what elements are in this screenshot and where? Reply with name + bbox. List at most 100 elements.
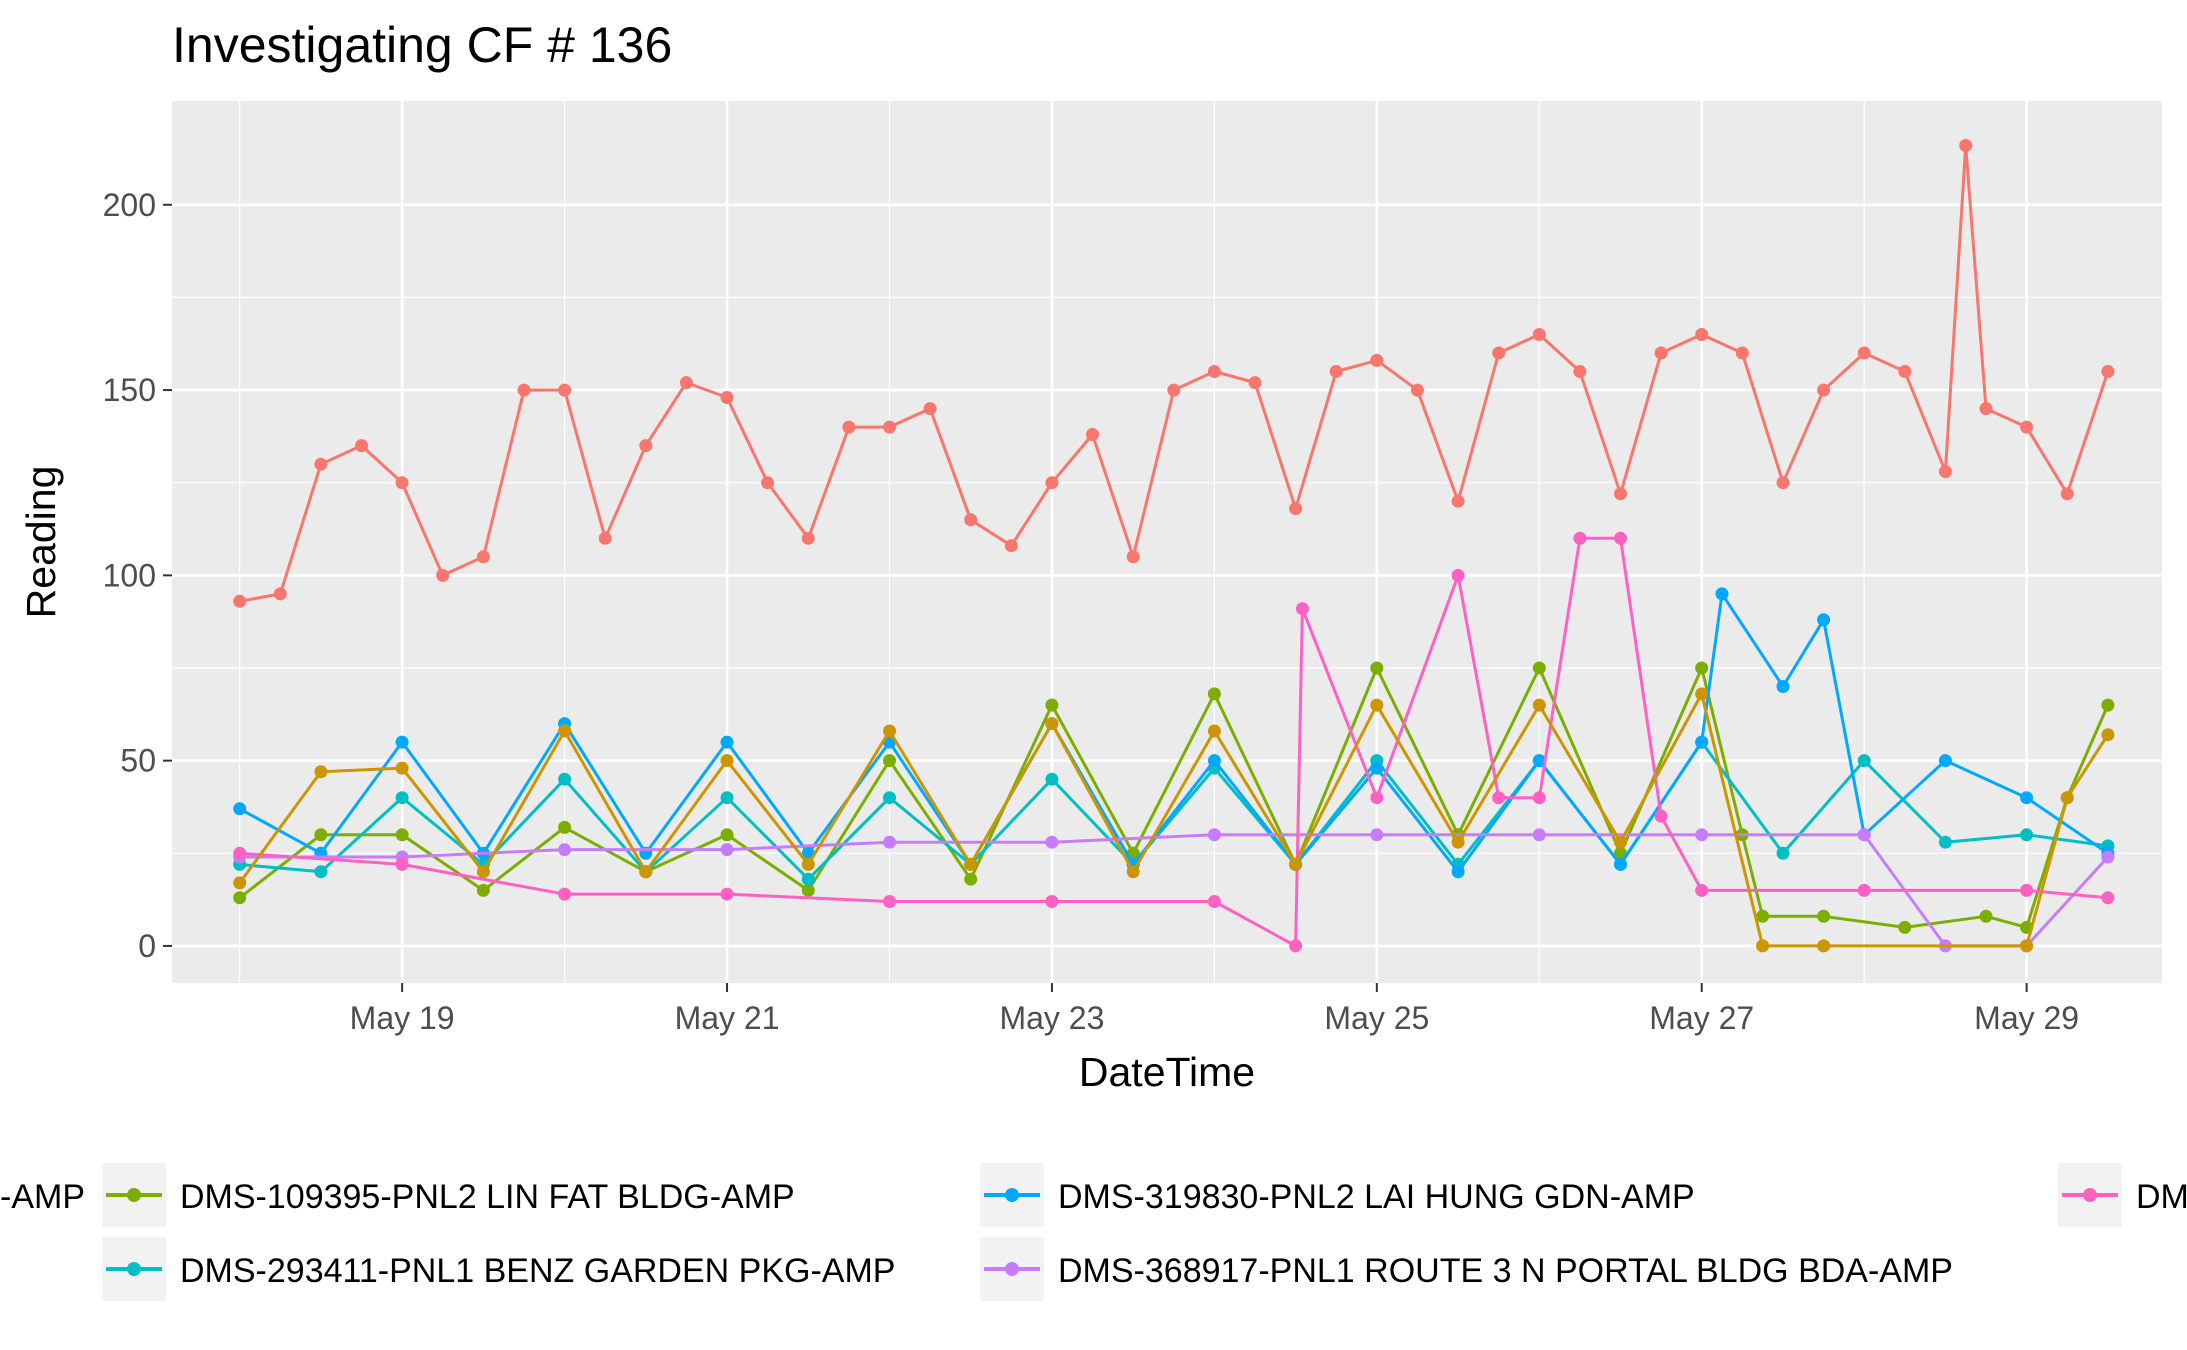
legend-label-0: -AMP <box>0 1178 85 1216</box>
series-point <box>639 439 653 453</box>
series-point <box>1776 846 1790 860</box>
series-point <box>1126 550 1140 564</box>
series-point <box>233 802 247 816</box>
legend-item-3: DM <box>2058 1163 2187 1227</box>
x-axis-title: DateTime <box>1079 1049 1255 1095</box>
series-point <box>1045 476 1059 490</box>
series-line-2 <box>239 740 2109 881</box>
y-axis-title: Reading <box>18 466 64 619</box>
series-point <box>1817 383 1831 397</box>
series-point <box>720 843 734 857</box>
series-point <box>720 791 734 805</box>
series-point <box>558 772 572 786</box>
series-point <box>1492 791 1506 805</box>
x-tick-label: May 23 <box>999 1000 1104 1036</box>
series-point <box>1695 328 1709 341</box>
legend-label-4: DMS-293411-PNL1 BENZ GARDEN PKG-AMP <box>180 1252 895 1290</box>
series-1 <box>233 661 2115 934</box>
series-point <box>1492 346 1506 360</box>
series-point <box>476 550 490 564</box>
y-tick-label: 200 <box>103 187 156 223</box>
series-point <box>964 872 978 886</box>
series-point <box>1295 602 1309 616</box>
series-point <box>2060 791 2074 805</box>
series-point <box>1532 754 1546 768</box>
series-point <box>1045 835 1059 849</box>
series-point <box>558 383 572 397</box>
series-point <box>883 754 896 768</box>
series-point <box>1938 465 1952 479</box>
series-point <box>1857 754 1871 768</box>
series-point <box>558 887 572 901</box>
series-point <box>233 594 247 608</box>
series-point <box>1959 139 1973 152</box>
series-point <box>395 735 409 749</box>
legend-key-dot-2 <box>1005 1188 1019 1202</box>
series-point <box>1248 376 1262 390</box>
series-point <box>476 865 490 879</box>
series-point <box>1614 531 1627 545</box>
series-point <box>1979 402 1993 416</box>
legend-item-0: -AMP <box>0 1178 85 1216</box>
series-point <box>923 402 937 416</box>
series-point <box>1695 687 1709 701</box>
series-point <box>1207 365 1221 378</box>
series-point <box>1614 846 1627 860</box>
series-point <box>558 820 572 834</box>
series-point <box>1654 809 1668 823</box>
series-point <box>476 883 490 897</box>
series-point <box>1532 698 1546 712</box>
series-point <box>1695 735 1709 749</box>
series-point <box>720 735 734 749</box>
series-point <box>1817 613 1831 627</box>
series-point <box>517 383 531 397</box>
series-line-4 <box>239 833 2110 948</box>
series-point <box>842 420 856 434</box>
series-6 <box>233 687 2115 953</box>
series-point <box>1898 920 1912 934</box>
series-point <box>964 513 978 527</box>
series-point <box>355 439 368 453</box>
series-point <box>1695 883 1709 897</box>
series-point <box>1370 353 1384 367</box>
series-point <box>2101 728 2115 742</box>
series-point <box>1207 687 1221 701</box>
series-point <box>1817 909 1831 923</box>
series-point <box>1756 909 1770 923</box>
series-point <box>1857 828 1871 842</box>
series-point <box>1126 865 1140 879</box>
series-point <box>1715 587 1729 601</box>
series-point <box>679 376 693 390</box>
series-point <box>1776 680 1790 693</box>
series-point <box>1045 717 1059 731</box>
chart-title: Investigating CF # 136 <box>172 17 672 73</box>
series-point <box>1329 365 1343 378</box>
legend-label-3: DM <box>2136 1178 2187 1216</box>
series-point <box>395 857 409 871</box>
series-point <box>1207 754 1221 768</box>
y-tick-label: 150 <box>103 372 156 408</box>
series-point <box>1045 698 1059 712</box>
series-point <box>1004 539 1018 553</box>
series-point <box>1898 365 1912 378</box>
series-point <box>801 531 815 545</box>
series-point <box>273 587 287 601</box>
series-point <box>314 457 328 471</box>
series-point <box>1857 883 1871 897</box>
legend-label-5: DMS-368917-PNL1 ROUTE 3 N PORTAL BLDG BD… <box>1058 1252 1953 1290</box>
series-point <box>761 476 775 490</box>
series-point <box>1817 939 1831 953</box>
legend-label-2: DMS-319830-PNL2 LAI HUNG GDN-AMP <box>1058 1178 1695 1216</box>
series-point <box>1532 828 1546 842</box>
series-5 <box>233 531 2115 953</box>
series-point <box>436 568 450 582</box>
legend-item-1: DMS-109395-PNL2 LIN FAT BLDG-AMP <box>102 1163 795 1227</box>
series-point <box>1370 761 1384 775</box>
legend-item-2: DMS-319830-PNL2 LAI HUNG GDN-AMP <box>980 1163 1695 1227</box>
series-point <box>1451 568 1465 582</box>
series-point <box>395 791 409 805</box>
series-point <box>1776 476 1790 490</box>
series-point <box>720 391 734 404</box>
series-point <box>1451 865 1465 879</box>
legend-key-dot-4 <box>127 1262 141 1276</box>
